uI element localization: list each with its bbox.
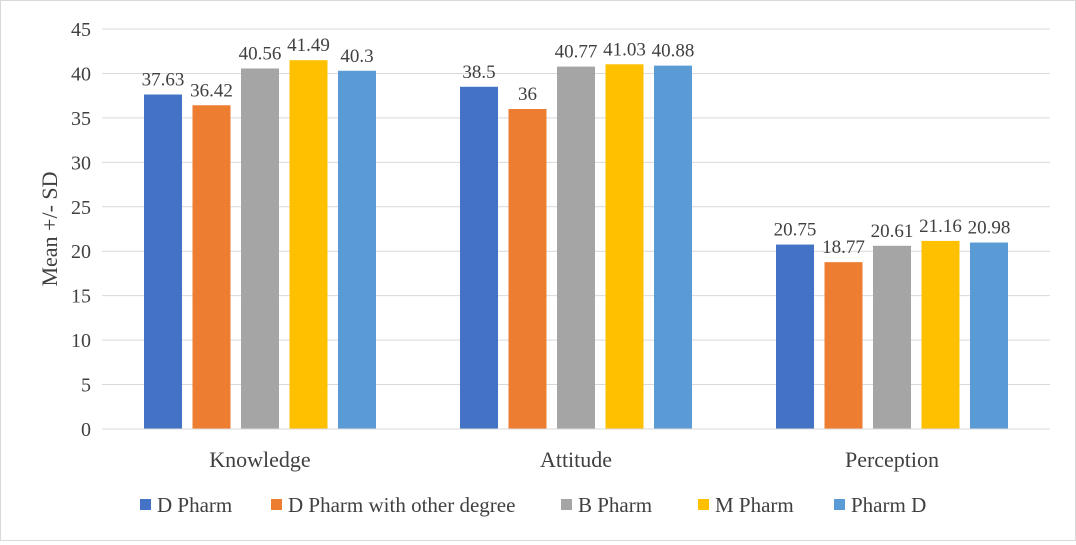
data-label: 18.77 <box>822 237 865 258</box>
bar-m-pharm-attitude <box>605 64 644 430</box>
y-tick-label: 35 <box>71 108 91 130</box>
bar-d-pharm-with-other-degree-attitude <box>508 109 547 429</box>
data-label: 41.03 <box>603 39 646 60</box>
legend-swatch <box>140 499 151 510</box>
legend-swatch <box>834 499 845 510</box>
data-label: 40.77 <box>555 42 598 63</box>
y-tick-label: 0 <box>81 419 91 441</box>
bar-d-pharm-attitude <box>460 86 498 430</box>
legend-swatch <box>698 499 709 510</box>
data-label: 40.88 <box>652 41 695 62</box>
data-label: 38.5 <box>462 62 495 83</box>
y-tick-label: 45 <box>71 19 91 41</box>
y-tick-label: 30 <box>71 152 91 174</box>
data-label: 20.75 <box>774 220 817 241</box>
bar-pharm-d-attitude <box>654 65 692 429</box>
legend: D Pharm D Pharm with other degree B Pharm M… <box>140 493 926 517</box>
data-label: 21.16 <box>919 216 962 237</box>
data-label: 41.49 <box>287 35 330 56</box>
legend-label: B Pharm <box>578 493 652 517</box>
bar-m-pharm-perception <box>921 240 960 429</box>
x-category-label: Attitude <box>540 447 612 472</box>
y-tick-label: 20 <box>71 241 91 263</box>
y-tick-label: 5 <box>81 375 91 397</box>
bar-b-pharm-knowledge <box>241 68 279 429</box>
data-label: 20.61 <box>871 221 914 242</box>
y-axis-ticks: 0 5 10 15 20 25 30 35 40 45 <box>71 19 91 441</box>
legend-swatch <box>561 499 572 510</box>
bar-b-pharm-attitude <box>557 66 595 429</box>
x-category-label: Perception <box>845 447 939 472</box>
data-label: 36 <box>518 84 537 105</box>
bar-d-pharm-knowledge <box>144 94 182 429</box>
data-label: 36.42 <box>190 80 233 101</box>
data-label: 20.98 <box>968 218 1011 239</box>
data-label: 40.56 <box>239 43 282 64</box>
legend-label: D Pharm <box>157 493 232 517</box>
legend-swatch <box>271 499 282 510</box>
x-axis-categories: Knowledge Attitude Perception <box>209 447 939 472</box>
y-tick-label: 40 <box>71 63 91 85</box>
bar-series <box>144 60 1008 430</box>
data-label: 40.3 <box>340 46 373 67</box>
x-category-label: Knowledge <box>209 447 310 472</box>
y-axis-label: Mean +/- SD <box>37 171 62 286</box>
legend-label: M Pharm <box>715 493 794 517</box>
bar-pharm-d-knowledge <box>338 70 376 430</box>
data-label: 37.63 <box>142 70 185 91</box>
bar-d-pharm-perception <box>776 244 814 429</box>
bar-d-pharm-with-other-degree-knowledge <box>192 105 231 430</box>
y-tick-label: 25 <box>71 197 91 219</box>
bar-m-pharm-knowledge <box>289 60 328 429</box>
y-tick-label: 15 <box>71 286 91 308</box>
legend-label: D Pharm with other degree <box>288 493 515 517</box>
y-tick-label: 10 <box>71 330 91 352</box>
bar-d-pharm-with-other-degree-perception <box>824 262 863 429</box>
legend-label: Pharm D <box>851 493 926 517</box>
bar-b-pharm-perception <box>873 245 911 429</box>
bar-pharm-d-perception <box>970 242 1008 429</box>
